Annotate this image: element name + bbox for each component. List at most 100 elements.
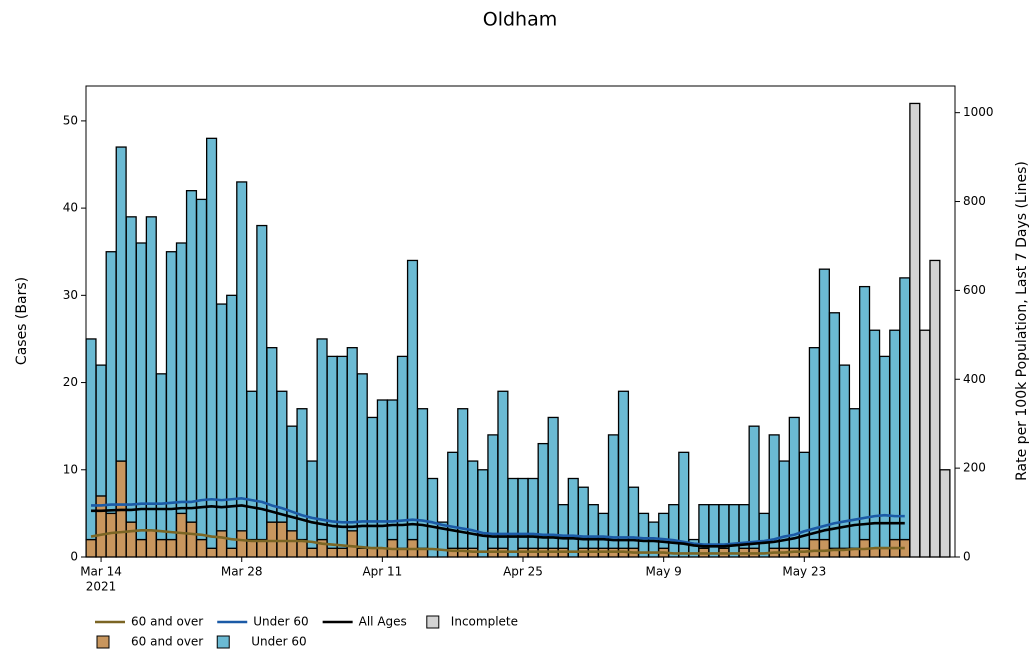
bar [145,216,157,532]
bar [427,477,439,558]
x-tick-label: Mar 28 [221,565,263,579]
legend-label: Under 60 [253,615,308,629]
bar [607,434,620,549]
bar [848,408,861,549]
y-tick-label: 30 [63,288,78,302]
bar [195,538,208,558]
legend-swatch [96,635,110,649]
bar [316,338,328,541]
bar [718,504,730,549]
bar [206,547,218,558]
bar [125,216,137,523]
bar [567,477,579,558]
line [91,504,905,548]
line [90,529,905,555]
legend-label: Incomplete [451,615,518,629]
bar [206,137,218,549]
bar [266,521,278,558]
bar [216,530,228,558]
bar [617,390,630,549]
bar [748,425,760,549]
bar [236,530,248,558]
bar [668,504,680,558]
legend-label: 60 and over [131,615,203,629]
bar [135,242,147,541]
bar [185,521,198,558]
bar [326,355,338,549]
bar [818,538,830,558]
line [91,497,905,546]
bar [828,312,841,549]
y2-tick-label: 400 [963,372,986,386]
y-axis-label: Cases (Bars) [14,277,30,365]
bar [447,451,459,549]
bar [507,477,519,558]
bar [557,504,569,549]
bar [859,285,871,541]
bar [356,547,368,558]
bar [336,547,348,558]
y2-axis-label: Rate per 100k Population, Last 7 Days (L… [1014,161,1030,481]
bar [306,547,318,558]
bar [175,242,188,515]
plot-frame [85,85,956,558]
bar [276,390,288,523]
x-tick-label: Apr 11 [362,565,402,579]
bar [105,512,117,558]
y2-tick-label: 1000 [963,105,994,119]
bar [889,329,901,541]
bar [587,504,599,549]
bar [758,512,770,558]
bar [226,294,238,549]
bar [85,338,97,541]
bar [306,460,318,549]
x-tick-label: Apr 25 [503,565,543,579]
bar [326,547,338,558]
bar [95,364,107,497]
bar [175,512,188,558]
bar [135,538,147,558]
y2-tick-label: 800 [963,194,986,208]
bar [185,190,198,523]
bar [85,538,97,558]
bar [165,251,177,541]
bar [547,416,559,549]
y2-tick-label: 0 [963,550,971,564]
bar [487,434,499,549]
bar [879,547,891,558]
bar [597,512,609,549]
bar [165,538,177,558]
bar [406,259,419,541]
bar [698,504,710,549]
bar [266,347,278,523]
bar [416,408,429,549]
y2-tick-label: 200 [963,461,986,475]
bar [708,504,720,558]
bar [386,399,398,541]
bar [637,512,650,558]
x-tick-label: May 9 [646,565,682,579]
legend-label: 60 and over [131,635,203,649]
bar [125,521,137,558]
bar [195,198,208,541]
bar [336,355,348,549]
x-year-label: 2021 [86,580,117,594]
bar [115,146,127,462]
legend-label: All Ages [359,615,407,629]
legend-label: Under 60 [251,635,306,649]
bar [155,538,167,558]
legend-swatch [216,635,230,649]
bar [818,268,830,541]
bar [768,434,780,549]
y-tick-label: 0 [70,550,78,564]
bar [477,469,489,558]
bar [236,181,248,532]
bar [276,521,288,558]
y-tick-label: 20 [63,375,78,389]
y-tick-label: 10 [63,462,78,476]
incomplete-bar [909,102,921,558]
incomplete-bar [919,329,931,558]
bar [879,355,891,549]
bar [216,303,228,532]
